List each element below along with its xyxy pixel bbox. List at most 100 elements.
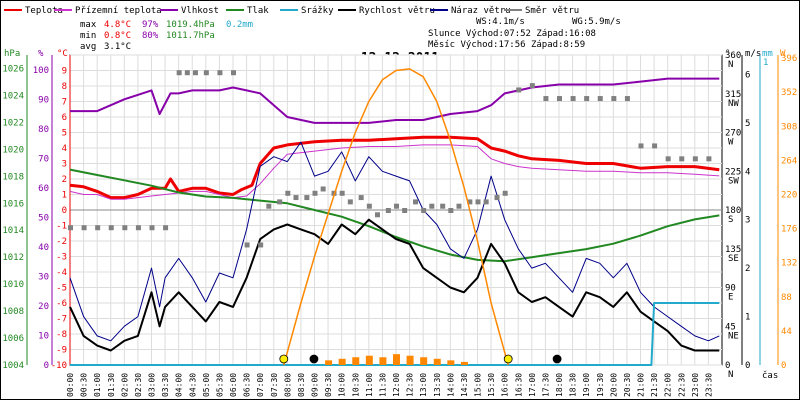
time-tick-label: 18:30 [569, 373, 578, 397]
wind-direction-point [203, 70, 209, 76]
ms-tick-label: 5 [745, 119, 750, 129]
time-tick-label: 17:00 [528, 373, 537, 397]
hpa-tick-label: 1024 [2, 91, 24, 101]
time-tick-label: 14:00 [446, 373, 455, 397]
legend-label-4: Srážky [301, 6, 334, 16]
temp-tick-label: 1 [62, 191, 67, 201]
astro-block: WS:4.1m/s WG:5.9m/s Slunce Východ:07:52 … [428, 17, 621, 50]
wind-direction-point [358, 195, 364, 201]
mm-axis-label: mm [762, 49, 773, 59]
pct-tick-label: 60 [38, 184, 49, 194]
wind-direction-point [266, 203, 272, 209]
time-tick-label: 08:30 [297, 373, 306, 397]
stats-max-temp: 4.8°C [104, 20, 131, 30]
series-line-6 [70, 302, 720, 366]
pct-tick-label: 80 [38, 125, 49, 135]
temp-tick-label: -9 [56, 346, 67, 356]
wind-direction-point [597, 96, 603, 102]
mm-tick-label: 1 [763, 58, 768, 68]
time-tick-label: 11:30 [378, 373, 387, 397]
wind-direction-point [374, 212, 380, 218]
wind-direction-point [366, 203, 372, 209]
wind-direction-point [81, 225, 87, 231]
wind-direction-point [429, 203, 435, 209]
w-tick-label: 308 [781, 122, 797, 132]
series-layer [68, 68, 720, 366]
time-tick-label: 16:30 [514, 373, 523, 397]
stats-min-temp: 0.8°C [104, 31, 131, 41]
time-tick-label: 06:30 [243, 373, 252, 397]
ms-axis-label: m/s [745, 49, 761, 59]
time-tick-label: 05:30 [215, 373, 224, 397]
time-tick-label: 10:00 [338, 373, 347, 397]
hpa-tick-label: 1012 [2, 253, 24, 263]
hpa-tick-label: 1026 [2, 64, 24, 74]
wind-direction-point [68, 225, 73, 231]
event-sunset [503, 354, 513, 364]
dir-tick-name: E [728, 293, 733, 303]
dir-tick-name: NW [728, 99, 739, 109]
wind-direction-point [277, 199, 283, 205]
dir-tick-name: N [728, 370, 733, 380]
time-tick-label: 16:00 [501, 373, 510, 397]
wind-direction-point [692, 156, 698, 162]
wind-direction-point [679, 156, 685, 162]
time-tick-label: 05:00 [202, 373, 211, 397]
wind-direction-point [402, 208, 408, 213]
series-line-2 [70, 77, 720, 124]
wind-direction-point [529, 83, 535, 89]
wind-direction-point [347, 199, 353, 205]
wind-direction-point [258, 242, 264, 248]
wind-direction-point [624, 96, 630, 102]
time-tick-label: 14:30 [460, 373, 469, 397]
temp-tick-label: 2 [62, 175, 67, 185]
wind-direction-point [421, 208, 427, 213]
wind-direction-point [176, 70, 182, 76]
wind-direction-point [413, 199, 419, 205]
time-tick-label: 09:30 [324, 373, 333, 397]
dir-tick-name: S [728, 215, 733, 225]
pct-tick-label: 20 [38, 302, 49, 312]
time-tick-label: 07:00 [256, 373, 265, 397]
stats-avg-label: avg [80, 42, 96, 52]
w-tick-label: 132 [781, 259, 797, 269]
hpa-tick-label: 1022 [2, 118, 24, 128]
hpa-tick-label: 1006 [2, 334, 24, 344]
precip-intensity-bar [393, 354, 400, 365]
left-axes: 1026102410221020101810161014101210101008… [2, 55, 71, 371]
w-tick-label: 44 [781, 327, 792, 337]
stats-max-rain: 0.2mm [226, 20, 253, 30]
temp-tick-label: -2 [56, 237, 67, 247]
time-tick-label: 08:00 [283, 373, 292, 397]
stats-min-label: min [80, 31, 96, 41]
moon-times: Měsíc Východ:17:56 Západ:8:59 [428, 40, 585, 50]
time-tick-label: 21:00 [637, 373, 646, 397]
ms-tick-label: 4 [745, 167, 750, 177]
dir-axis-label: ° [725, 49, 730, 59]
w-tick-label: 264 [781, 156, 797, 166]
right-axes: 360N315NW270W225SW180S135SE90E45NE0N6543… [725, 51, 797, 380]
time-axis: 00:00 00:30 01:00 01:30 02:00 02:30 03:00 03:30… [66, 373, 713, 397]
time-tick-label: 02:30 [134, 373, 143, 397]
temp-tick-label: 0 [62, 206, 67, 216]
pct-tick-label: 100 [33, 66, 49, 76]
time-tick-label: 20:00 [609, 373, 618, 397]
legend-label-0: Teplota [25, 6, 63, 16]
precip-intensity-bar [365, 355, 373, 365]
wind-direction-point [557, 96, 562, 102]
time-tick-label: 21:30 [650, 373, 659, 397]
wind-direction-point [652, 143, 658, 149]
time-tick-label: 15:30 [487, 373, 496, 397]
wind-direction-point [483, 199, 489, 205]
temp-tick-label: 6 [62, 113, 67, 123]
temp-tick-label: 4 [62, 144, 67, 154]
time-tick-label: 00:30 [80, 373, 89, 397]
wind-direction-point [448, 208, 454, 213]
pct-tick-label: 50 [38, 213, 49, 223]
series-line-1 [69, 144, 720, 200]
series-line-3 [69, 168, 720, 263]
wind-direction-point [192, 70, 198, 76]
dir-tick-label: 45 [725, 322, 736, 332]
wind-direction-point [149, 225, 155, 231]
